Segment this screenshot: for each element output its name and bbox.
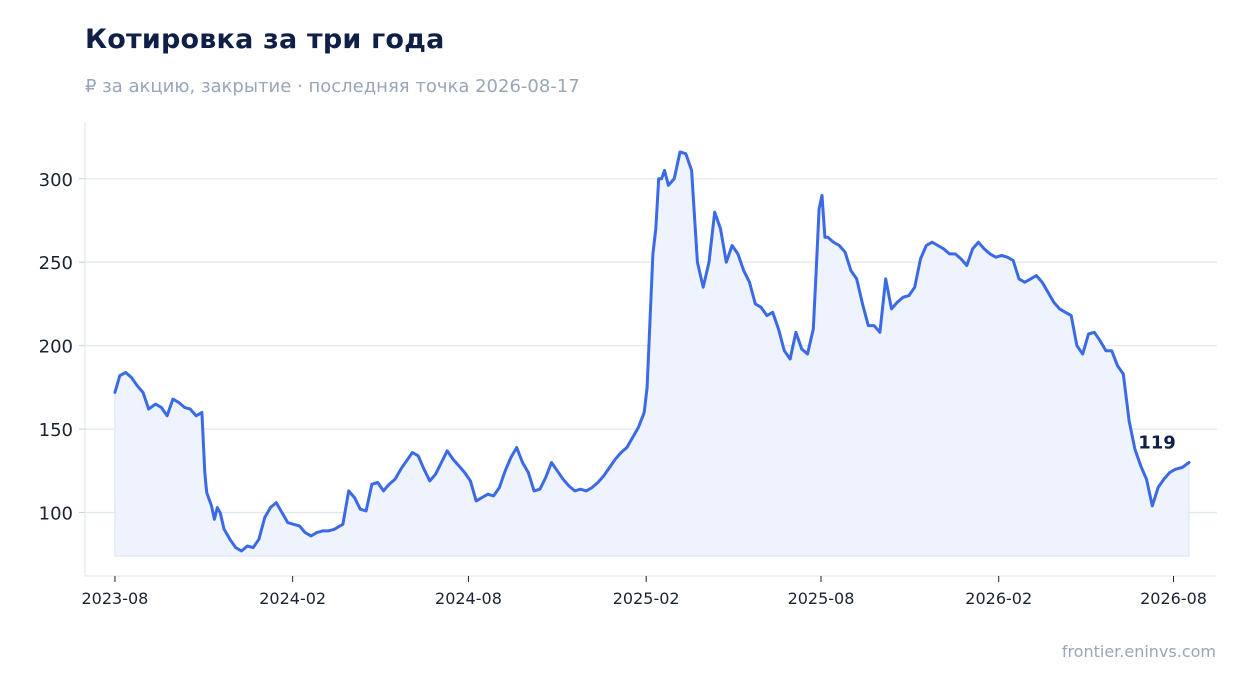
axes — [84, 122, 1217, 577]
price-line — [113, 150, 1191, 553]
y-tick-label: 200 — [39, 337, 73, 358]
chart-subtitle: ₽ за акцию, закрытие · последняя точка 2… — [85, 76, 580, 97]
y-tick-label: 100 — [39, 504, 73, 525]
source-link[interactable]: frontier.eninvs.com — [1061, 642, 1216, 661]
x-tick-label: 2024-08 — [435, 589, 502, 608]
price-area — [114, 151, 1190, 557]
y-tick-label: 150 — [39, 420, 73, 441]
last-value-label: 119 — [1138, 433, 1176, 454]
x-tick-label: 2025-02 — [613, 589, 680, 608]
x-axis-ticks: 2023-08 2024-02 2024-08 2025-02 2025-08 2026-… — [82, 576, 1207, 608]
x-tick-label: 2026-08 — [1140, 589, 1207, 608]
x-tick-label: 2025-08 — [788, 589, 855, 608]
x-tick-label: 2024-02 — [259, 589, 326, 608]
x-tick-label: 2026-02 — [965, 589, 1032, 608]
chart-title: Котировка за три года — [85, 24, 445, 55]
y-axis-ticks: 100 150 200 250 300 — [39, 170, 85, 525]
x-tick-label: 2023-08 — [82, 589, 149, 608]
y-tick-label: 300 — [39, 170, 73, 191]
y-tick-label: 250 — [39, 253, 73, 274]
